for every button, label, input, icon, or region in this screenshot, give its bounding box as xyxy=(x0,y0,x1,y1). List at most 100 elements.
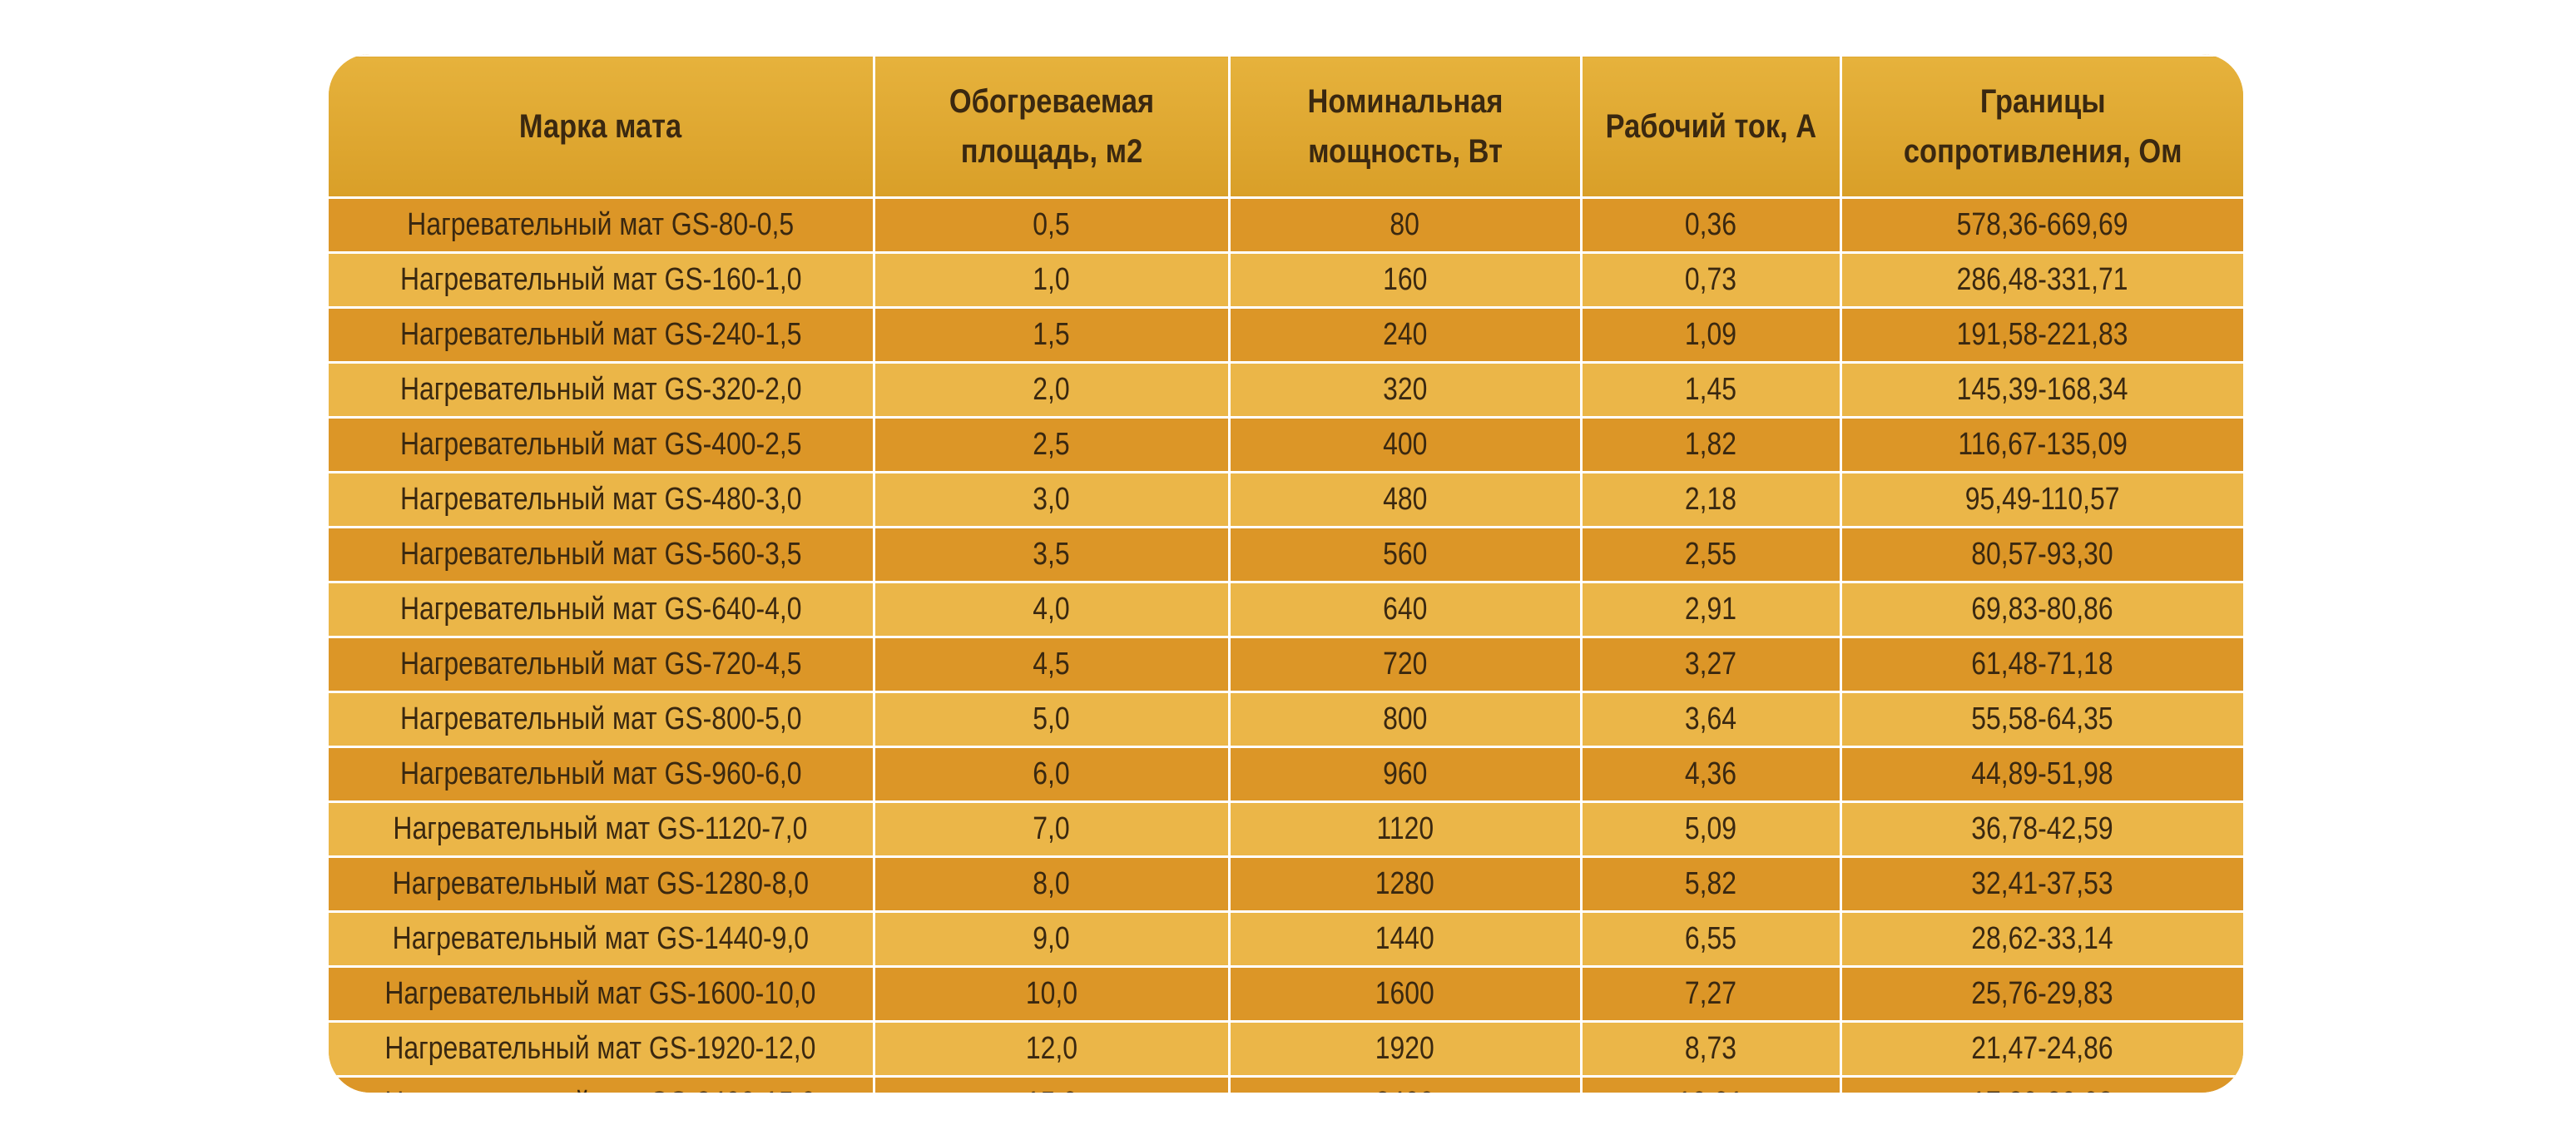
table-cell: Нагревательный мат GS-2400-15,0 xyxy=(329,1075,875,1093)
cell-text: Нагревательный мат GS-240-1,5 xyxy=(399,317,802,352)
cell-text: 80,57-93,30 xyxy=(1971,537,2113,572)
table-cell: Нагревательный мат GS-240-1,5 xyxy=(329,306,875,364)
table-cell: 5,09 xyxy=(1579,801,1842,858)
table-cell: 69,83-80,86 xyxy=(1839,581,2243,638)
table-cell: 80 xyxy=(1227,196,1583,254)
cell-text: Нагревательный мат GS-480-3,0 xyxy=(399,482,802,517)
table-cell: Нагревательный мат GS-80-0,5 xyxy=(329,196,875,254)
table-cell: 4,36 xyxy=(1579,746,1842,803)
cell-text: 17,29-20,03 xyxy=(1972,1086,2113,1093)
cell-text: 240 xyxy=(1382,317,1428,352)
cell-text: 8,0 xyxy=(1033,866,1070,901)
cell-text: 1120 xyxy=(1376,811,1434,846)
cell-text: 7,27 xyxy=(1684,976,1737,1011)
table-cell: 4,0 xyxy=(872,581,1231,638)
cell-text: Нагревательный мат GS-1280-8,0 xyxy=(392,866,809,901)
cell-text: 69,83-80,86 xyxy=(1971,592,2113,627)
table-cell: 191,58-221,83 xyxy=(1839,306,2243,364)
table-cell: 2,91 xyxy=(1579,581,1842,638)
cell-text: 28,62-33,14 xyxy=(1971,921,2113,956)
cell-text: 15,0 xyxy=(1025,1086,1077,1093)
table-cell: 21,47-24,86 xyxy=(1839,1020,2243,1078)
cell-text: 6,0 xyxy=(1033,756,1070,791)
cell-text: 25,76-29,83 xyxy=(1971,976,2113,1011)
table-cell: 2400 xyxy=(1227,1075,1583,1093)
table-cell: 1,45 xyxy=(1579,361,1842,419)
cell-text: 800 xyxy=(1382,701,1428,736)
table-row: Нагревательный мат GS-720-4,5 4,5 720 3,27 6… xyxy=(329,636,2243,693)
cell-text: Нагревательный мат GS-2400-15,0 xyxy=(385,1086,816,1093)
cell-text: Нагревательный мат GS-1600-10,0 xyxy=(384,976,816,1011)
table-cell: 36,78-42,59 xyxy=(1839,801,2243,858)
table-cell: 1,0 xyxy=(872,251,1231,309)
table-cell: 12,0 xyxy=(872,1020,1231,1078)
table-cell: 4,5 xyxy=(872,636,1231,693)
table-cell: 3,64 xyxy=(1579,691,1842,748)
cell-text: Нагревательный мат GS-80-0,5 xyxy=(407,207,795,242)
table-row: Нагревательный мат GS-2400-15,0 15,0 2400 1… xyxy=(329,1075,2243,1093)
cell-text: 10,91 xyxy=(1677,1086,1744,1093)
table-row: Нагревательный мат GS-640-4,0 4,0 640 2,91 6… xyxy=(329,581,2243,638)
table-cell: Нагревательный мат GS-1920-12,0 xyxy=(329,1020,875,1078)
table-cell: 0,73 xyxy=(1579,251,1842,309)
table-cell: Нагревательный мат GS-1280-8,0 xyxy=(329,855,875,913)
table-row: Нагревательный мат GS-960-6,0 6,0 960 4,36 4… xyxy=(329,746,2243,803)
table-cell: 720 xyxy=(1227,636,1583,693)
cell-text: 560 xyxy=(1382,537,1428,572)
table-cell: Нагревательный мат GS-560-3,5 xyxy=(329,526,875,583)
table-cell: 1,82 xyxy=(1579,416,1842,473)
table-row: Нагревательный мат GS-1280-8,0 8,0 1280 5,8… xyxy=(329,855,2243,913)
table-cell: Нагревательный мат GS-1600-10,0 xyxy=(329,965,875,1023)
table-cell: 15,0 xyxy=(872,1075,1231,1093)
cell-text: 3,0 xyxy=(1033,482,1070,517)
table-cell: 2,0 xyxy=(872,361,1231,419)
cell-text: Нагревательный мат GS-160-1,0 xyxy=(399,262,802,297)
cell-text: 578,36-669,69 xyxy=(1956,207,2128,242)
cell-text: 4,0 xyxy=(1033,592,1070,627)
header-cell: Номинальная мощность, Вт xyxy=(1227,54,1583,199)
table-cell: 800 xyxy=(1227,691,1583,748)
table-row: Нагревательный мат GS-240-1,5 1,5 240 1,09 1… xyxy=(329,306,2243,364)
table-cell: Нагревательный мат GS-480-3,0 xyxy=(329,471,875,528)
table-cell: 9,0 xyxy=(872,910,1231,968)
table-cell: 160 xyxy=(1227,251,1583,309)
cell-text: 116,67-135,09 xyxy=(1957,427,2128,462)
header-cell: Обогреваемая площадь, м2 xyxy=(872,54,1231,199)
table-cell: 7,27 xyxy=(1579,965,1842,1023)
table-cell: Нагревательный мат GS-1440-9,0 xyxy=(329,910,875,968)
cell-text: 640 xyxy=(1382,592,1428,627)
cell-text: Нагревательный мат GS-800-5,0 xyxy=(399,701,802,736)
cell-text: 960 xyxy=(1382,756,1428,791)
table-cell: Нагревательный мат GS-640-4,0 xyxy=(329,581,875,638)
header-row: Марка мата Обогреваемая площадь, м2 Номина… xyxy=(329,54,2243,199)
table-cell: 2,5 xyxy=(872,416,1231,473)
table-cell: 2,18 xyxy=(1579,471,1842,528)
table-row: Нагревательный мат GS-480-3,0 3,0 480 2,18 9… xyxy=(329,471,2243,528)
cell-text: 1,09 xyxy=(1684,317,1737,352)
table-cell: 1,09 xyxy=(1579,306,1842,364)
cell-text: Нагревательный мат GS-960-6,0 xyxy=(399,756,802,791)
table-row: Нагревательный мат GS-560-3,5 3,5 560 2,55 8… xyxy=(329,526,2243,583)
cell-text: 400 xyxy=(1382,427,1428,462)
cell-text: 2,55 xyxy=(1684,537,1737,572)
table-cell: 55,58-64,35 xyxy=(1839,691,2243,748)
cell-text: Нагревательный мат GS-640-4,0 xyxy=(399,592,802,627)
header-text: Обогреваемая площадь, м2 xyxy=(949,83,1154,170)
table-cell: 25,76-29,83 xyxy=(1839,965,2243,1023)
table-cell: 10,91 xyxy=(1579,1075,1842,1093)
table-row: Нагревательный мат GS-400-2,5 2,5 400 1,82 1… xyxy=(329,416,2243,473)
table-cell: Нагревательный мат GS-160-1,0 xyxy=(329,251,875,309)
cell-text: 286,48-331,71 xyxy=(1956,262,2128,297)
table-row: Нагревательный мат GS-320-2,0 2,0 320 1,45 1… xyxy=(329,361,2243,419)
table-cell: 320 xyxy=(1227,361,1583,419)
table-cell: 560 xyxy=(1227,526,1583,583)
table-cell: Нагревательный мат GS-320-2,0 xyxy=(329,361,875,419)
cell-text: 3,27 xyxy=(1684,647,1737,682)
header-cell: Рабочий ток, А xyxy=(1579,54,1842,199)
table-row: Нагревательный мат GS-800-5,0 5,0 800 3,64 5… xyxy=(329,691,2243,748)
cell-text: 8,73 xyxy=(1684,1031,1737,1066)
cell-text: 0,73 xyxy=(1684,262,1737,297)
cell-text: 320 xyxy=(1382,372,1428,407)
table-cell: 1600 xyxy=(1227,965,1583,1023)
